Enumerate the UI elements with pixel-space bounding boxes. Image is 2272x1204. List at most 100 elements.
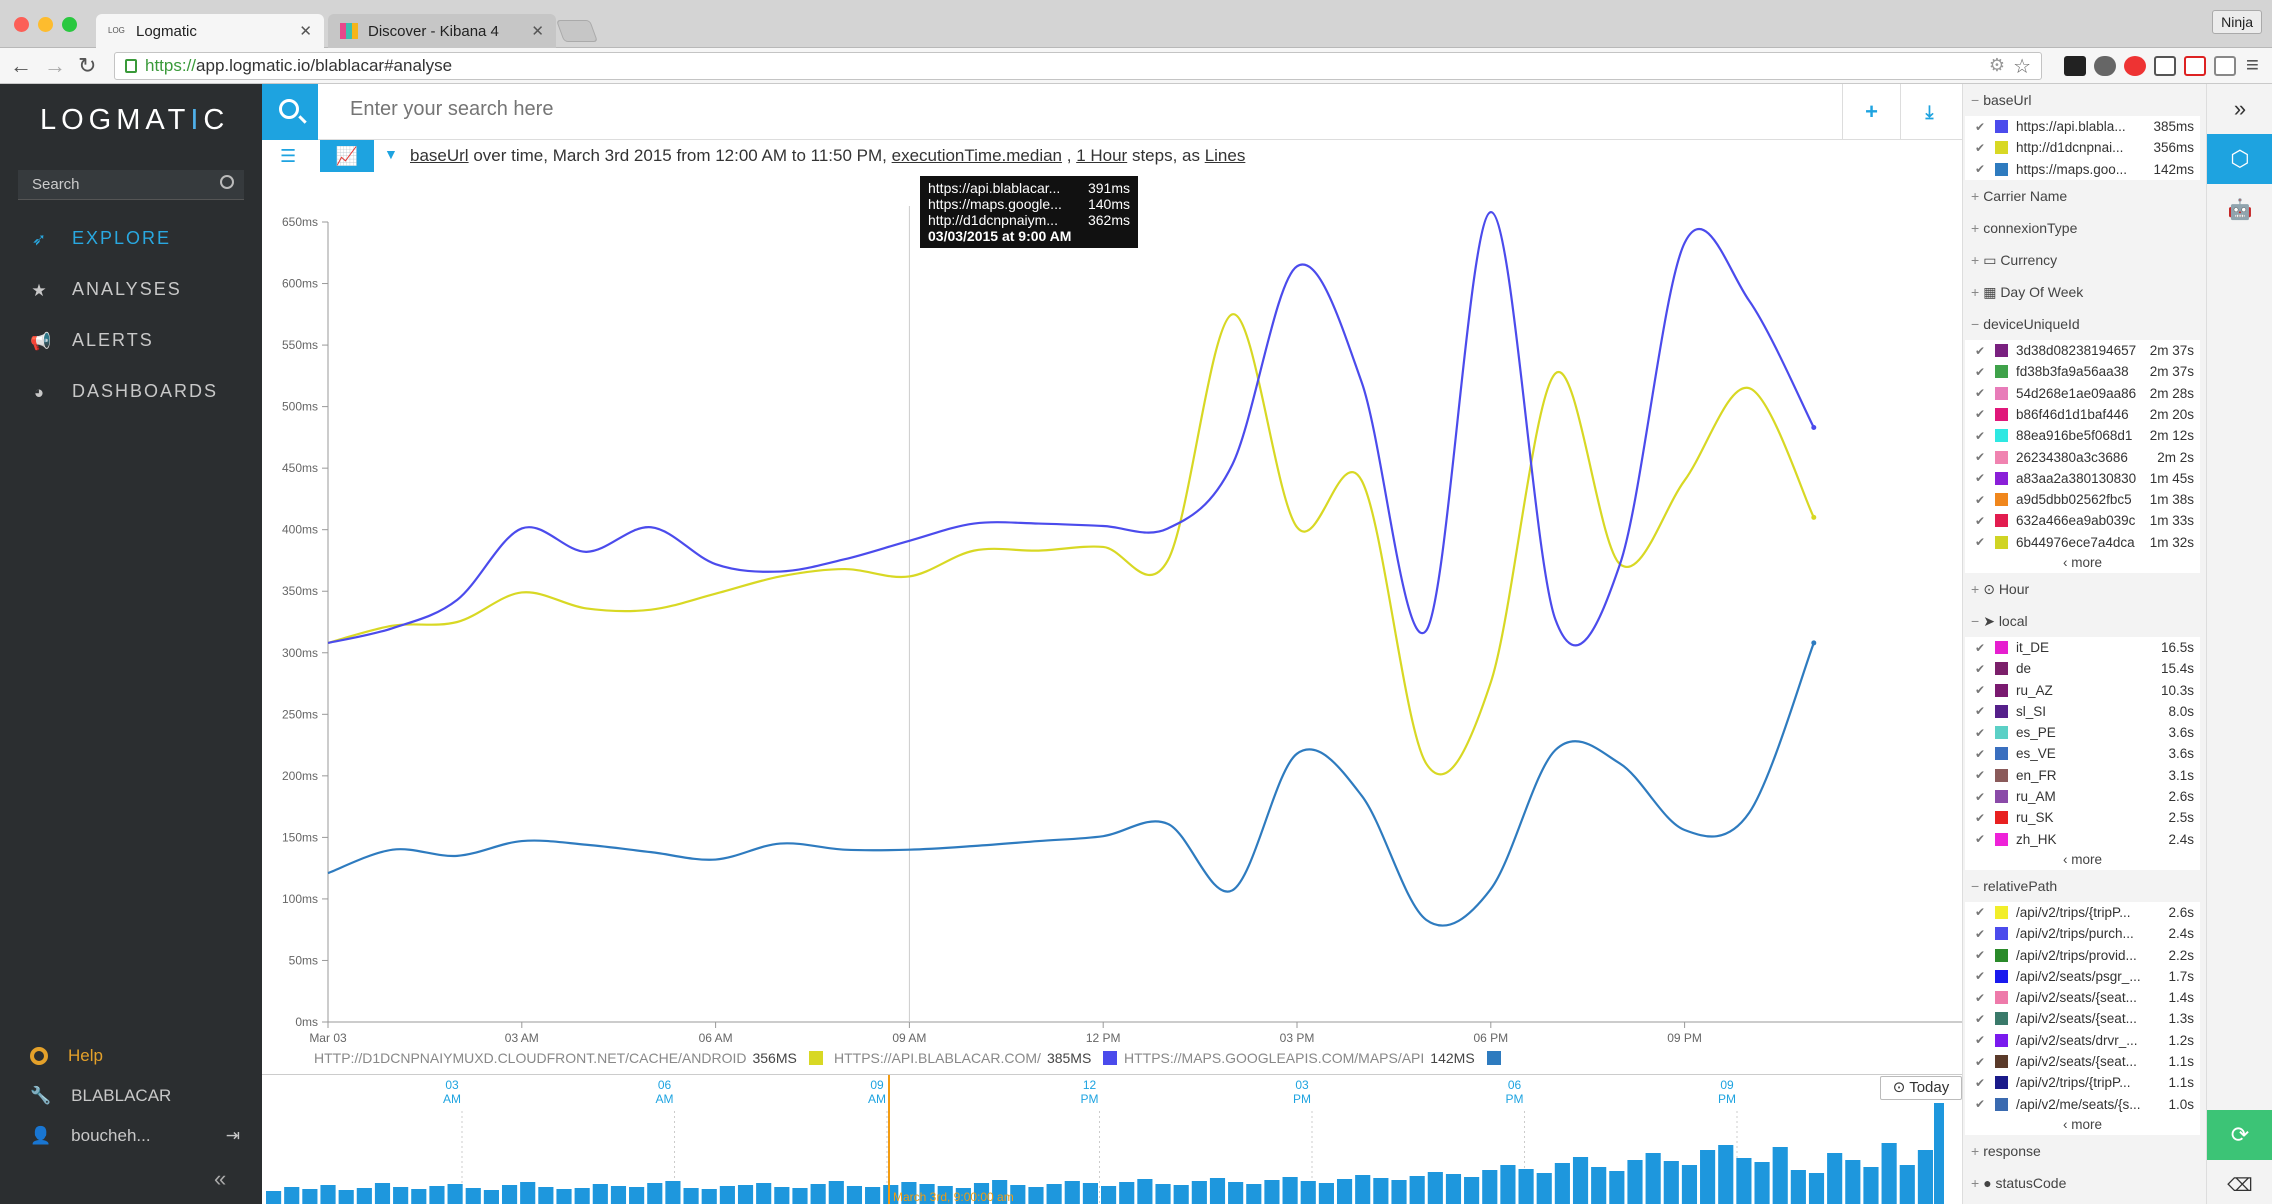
- facet-row[interactable]: ✔ zh_HK 2.4s: [1965, 829, 2200, 850]
- facet-row[interactable]: ✔ 54d268e1ae09aa86 2m 28s: [1965, 382, 2200, 403]
- facet-row[interactable]: ✔ 26234380a3c3686 2m 2s: [1965, 446, 2200, 467]
- facet-row[interactable]: ✔ es_VE 3.6s: [1965, 743, 2200, 764]
- check-icon[interactable]: ✔: [1975, 810, 1986, 825]
- org-link[interactable]: 🔧 BLABLACAR: [30, 1086, 171, 1106]
- facet-header[interactable]: − baseUrl: [1963, 84, 2206, 116]
- facet-row[interactable]: ✔ /api/v2/seats/{seat... 1.4s: [1965, 987, 2200, 1008]
- download-button[interactable]: ⤓: [1900, 84, 1958, 140]
- facet-row[interactable]: ✔ /api/v2/seats/{seat... 1.1s: [1965, 1051, 2200, 1072]
- today-button[interactable]: ⊙ Today: [1880, 1076, 1962, 1100]
- facet-row[interactable]: ✔ /api/v2/trips/purch... 2.4s: [1965, 923, 2200, 944]
- sidebar-search-input[interactable]: Search: [18, 170, 244, 200]
- check-icon[interactable]: ✔: [1975, 162, 1986, 177]
- check-icon[interactable]: ✔: [1975, 789, 1986, 804]
- facet-row[interactable]: ✔ en_FR 3.1s: [1965, 765, 2200, 786]
- extension-cat-icon[interactable]: [2064, 56, 2086, 76]
- check-icon[interactable]: ✔: [1975, 513, 1986, 528]
- more-link[interactable]: ‹ more: [2062, 851, 2102, 867]
- facet-header[interactable]: + ▭ Currency: [1963, 244, 2206, 276]
- facet-row[interactable]: ✔ /api/v2/trips/{tripP... 1.1s: [1965, 1072, 2200, 1093]
- check-icon[interactable]: ✔: [1975, 683, 1986, 698]
- timeline[interactable]: 03 AM 06 AM 09 AM 12 PM 03 PM 06 PM 09 PM March 3rd, 9…: [262, 1074, 1962, 1204]
- facet-row[interactable]: ✔ a9d5dbb02562fbc5 1m 38s: [1965, 489, 2200, 510]
- facet-header[interactable]: − ➤ local: [1963, 605, 2206, 637]
- reload-icon[interactable]: ↻: [78, 53, 97, 78]
- chevron-down-icon[interactable]: ▼: [384, 146, 398, 162]
- check-icon[interactable]: ✔: [1975, 990, 1986, 1005]
- check-icon[interactable]: ✔: [1975, 768, 1986, 783]
- facet-row[interactable]: ✔ es_PE 3.6s: [1965, 722, 2200, 743]
- collapse-sidebar-icon[interactable]: «: [214, 1166, 227, 1191]
- facet-row[interactable]: ✔ /api/v2/seats/drvr_... 1.2s: [1965, 1030, 2200, 1051]
- legend-item[interactable]: HTTPS://MAPS.GOOGLEAPIS.COM/MAPS/API 142…: [1124, 1050, 1501, 1066]
- sidebar-item-explore[interactable]: ➶ EXPLORE: [30, 228, 171, 249]
- extension-ninja-icon[interactable]: [2094, 56, 2116, 76]
- facet-row[interactable]: ✔ de 15.4s: [1965, 658, 2200, 679]
- settings-gear-icon[interactable]: ⚙: [1988, 55, 2005, 75]
- android-button[interactable]: 🤖: [2207, 184, 2272, 234]
- facet-row[interactable]: ✔ ru_SK 2.5s: [1965, 807, 2200, 828]
- menu-icon[interactable]: ≡: [2246, 52, 2259, 77]
- facet-row[interactable]: ✔ /api/v2/trips/provid... 2.2s: [1965, 944, 2200, 965]
- extension-adblock-icon[interactable]: [2124, 56, 2146, 76]
- browser-tab-logmatic[interactable]: LOG Logmatic ✕: [96, 14, 324, 48]
- facet-row[interactable]: ✔ 3d38d08238194657 2m 37s: [1965, 340, 2200, 361]
- check-icon[interactable]: ✔: [1975, 428, 1986, 443]
- check-icon[interactable]: ✔: [1975, 1075, 1986, 1090]
- fields-button[interactable]: ⬡: [2207, 134, 2272, 184]
- facet-row[interactable]: ✔ http://d1dcnpnai... 356ms: [1965, 137, 2200, 158]
- help-link[interactable]: Help: [30, 1046, 103, 1066]
- check-icon[interactable]: ✔: [1975, 948, 1986, 963]
- check-icon[interactable]: ✔: [1975, 1097, 1986, 1112]
- check-icon[interactable]: ✔: [1975, 725, 1986, 740]
- facet-row[interactable]: ✔ fd38b3fa9a56aa38 2m 37s: [1965, 361, 2200, 382]
- facet-row[interactable]: ✔ it_DE 16.5s: [1965, 637, 2200, 658]
- minimize-window-button[interactable]: [38, 17, 53, 32]
- check-icon[interactable]: ✔: [1975, 407, 1986, 422]
- main-search-input[interactable]: [350, 98, 1350, 121]
- bookmark-star-icon[interactable]: ☆: [2013, 56, 2031, 78]
- facet-row[interactable]: ✔ a83aa2a380130830 1m 45s: [1965, 468, 2200, 489]
- list-view-icon[interactable]: ☰: [280, 146, 297, 166]
- check-icon[interactable]: ✔: [1975, 832, 1986, 847]
- check-icon[interactable]: ✔: [1975, 140, 1986, 155]
- check-icon[interactable]: ✔: [1975, 450, 1986, 465]
- check-icon[interactable]: ✔: [1975, 1054, 1986, 1069]
- check-icon[interactable]: ✔: [1975, 1011, 1986, 1026]
- add-button[interactable]: +: [1842, 84, 1900, 140]
- check-icon[interactable]: ✔: [1975, 386, 1986, 401]
- close-tab-icon[interactable]: ✕: [531, 23, 544, 40]
- facet-row[interactable]: ✔ 6b44976ece7a4dca 1m 32s: [1965, 532, 2200, 553]
- check-icon[interactable]: ✔: [1975, 471, 1986, 486]
- facet-row[interactable]: ✔ https://api.blabla... 385ms: [1965, 116, 2200, 137]
- facet-row[interactable]: ✔ /api/v2/seats/{seat... 1.3s: [1965, 1008, 2200, 1029]
- back-arrow-icon[interactable]: ←: [10, 53, 32, 78]
- facet-row[interactable]: ✔ 88ea916be5f068d1 2m 12s: [1965, 425, 2200, 446]
- refresh-button[interactable]: ⟳: [2207, 1110, 2272, 1160]
- facet-row[interactable]: ✔ sl_SI 8.0s: [1965, 701, 2200, 722]
- new-tab-button[interactable]: [555, 20, 599, 42]
- facet-row[interactable]: ✔ /api/v2/trips/{tripP... 2.6s: [1965, 902, 2200, 923]
- sidebar-item-analyses[interactable]: ★ ANALYSES: [30, 279, 182, 300]
- check-icon[interactable]: ✔: [1975, 969, 1986, 984]
- sidebar-item-alerts[interactable]: 📢 ALERTS: [30, 330, 154, 351]
- query-field-link[interactable]: baseUrl: [410, 146, 469, 165]
- expand-panel-button[interactable]: »: [2207, 84, 2272, 134]
- check-icon[interactable]: ✔: [1975, 661, 1986, 676]
- more-link[interactable]: ‹ more: [2062, 554, 2102, 570]
- sidebar-item-dashboards[interactable]: ◕ DASHBOARDS: [30, 381, 218, 402]
- zoom-window-button[interactable]: [62, 17, 77, 32]
- eraser-button[interactable]: ⌫: [2207, 1160, 2272, 1204]
- facet-row[interactable]: ✔ 632a466ea9ab039c 1m 33s: [1965, 510, 2200, 531]
- facet-row[interactable]: ✔ ru_AZ 10.3s: [1965, 679, 2200, 700]
- check-icon[interactable]: ✔: [1975, 926, 1986, 941]
- facet-row[interactable]: ✔ /api/v2/me/seats/{s... 1.0s: [1965, 1094, 2200, 1115]
- check-icon[interactable]: ✔: [1975, 492, 1986, 507]
- forward-arrow-icon[interactable]: →: [44, 53, 66, 78]
- facet-row[interactable]: ✔ /api/v2/seats/psgr_... 1.7s: [1965, 966, 2200, 987]
- url-field[interactable]: https://app.logmatic.io/blablacar#analys…: [114, 52, 2042, 80]
- chart-type-button[interactable]: 📈: [320, 140, 374, 172]
- check-icon[interactable]: ✔: [1975, 364, 1986, 379]
- extension-box-icon[interactable]: [2214, 56, 2236, 76]
- query-metric-link[interactable]: executionTime.median: [891, 146, 1063, 165]
